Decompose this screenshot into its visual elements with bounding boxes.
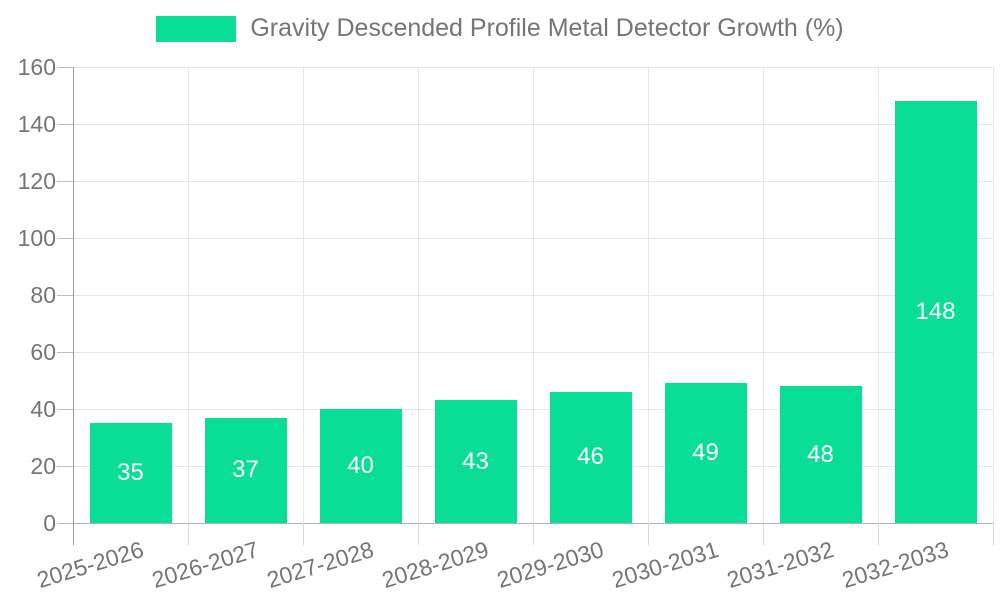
chart-legend: Gravity Descended Profile Metal Detector… xyxy=(0,14,1000,43)
x-tick-mark xyxy=(993,523,994,545)
bar-value-label: 37 xyxy=(232,456,259,484)
bar-value-label: 35 xyxy=(117,459,144,487)
y-tick-mark xyxy=(57,238,73,239)
bar-value-label: 49 xyxy=(692,439,719,467)
y-tick-label: 100 xyxy=(17,225,56,251)
y-tick-mark xyxy=(57,295,73,296)
y-tick-mark xyxy=(57,67,73,68)
bar: 37 xyxy=(204,417,287,523)
legend-swatch xyxy=(156,15,237,42)
y-tick-label: 0 xyxy=(43,510,56,536)
y-tick-mark xyxy=(57,466,73,467)
y-tick-mark xyxy=(57,523,73,524)
bar: 49 xyxy=(664,383,747,523)
gridline-vertical xyxy=(763,67,764,523)
x-tick-mark xyxy=(418,523,419,545)
x-tick-mark xyxy=(533,523,534,545)
y-tick-label: 80 xyxy=(30,282,56,308)
gridline-vertical xyxy=(418,67,419,523)
gridline-vertical xyxy=(648,67,649,523)
y-tick-mark xyxy=(57,181,73,182)
y-tick-label: 160 xyxy=(17,54,56,80)
bar: 48 xyxy=(779,386,862,523)
y-tick-mark xyxy=(57,124,73,125)
x-tick-mark xyxy=(303,523,304,545)
y-tick-label: 120 xyxy=(17,168,56,194)
y-tick-mark xyxy=(57,352,73,353)
y-tick-label: 20 xyxy=(30,453,56,479)
bar: 40 xyxy=(319,409,402,523)
gridline-vertical xyxy=(188,67,189,523)
bar: 148 xyxy=(894,101,977,523)
bar: 46 xyxy=(549,391,632,523)
bar: 43 xyxy=(434,400,517,523)
bar-value-label: 48 xyxy=(807,440,834,468)
bar: 35 xyxy=(89,423,172,523)
x-tick-mark xyxy=(763,523,764,545)
chart-title: Gravity Descended Profile Metal Detector… xyxy=(250,14,844,42)
x-tick-mark xyxy=(878,523,879,545)
gridline-vertical xyxy=(533,67,534,523)
x-tick-mark xyxy=(188,523,189,545)
bar-value-label: 40 xyxy=(347,452,374,479)
gridline-vertical xyxy=(303,67,304,523)
gridline-vertical xyxy=(878,67,879,523)
x-tick-mark xyxy=(648,523,649,545)
y-tick-mark xyxy=(57,409,73,410)
y-tick-label: 60 xyxy=(30,339,56,365)
y-tick-label: 140 xyxy=(17,111,56,137)
gridline-vertical xyxy=(993,67,994,523)
bar-value-label: 46 xyxy=(577,443,604,471)
y-tick-label: 40 xyxy=(30,396,56,422)
y-axis-line xyxy=(73,67,74,545)
bar-value-label: 43 xyxy=(462,447,489,475)
bar-value-label: 148 xyxy=(915,298,956,326)
